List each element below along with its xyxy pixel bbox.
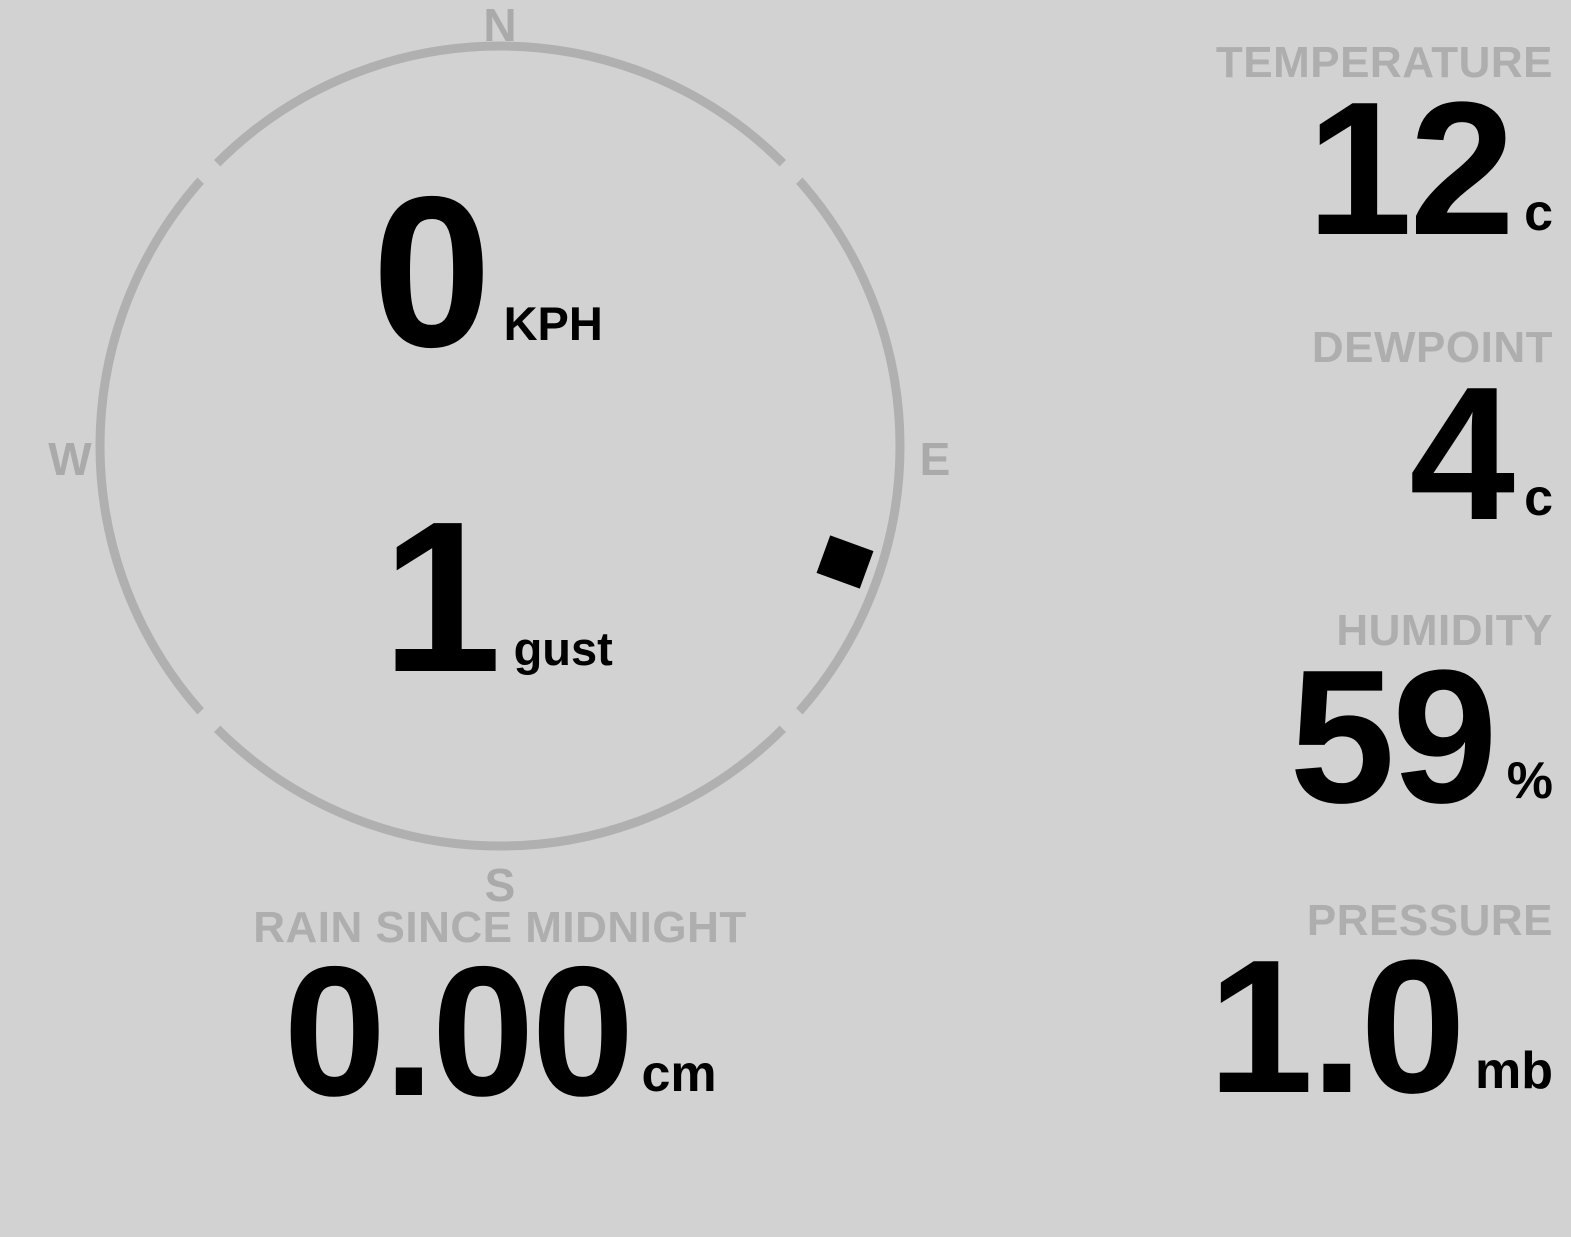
- rain-label: RAIN SINCE MIDNIGHT: [253, 903, 747, 952]
- wind-gust-readout: 1 gust: [382, 476, 613, 717]
- wind-speed-unit: KPH: [503, 297, 603, 350]
- rain-value-row: 0.00 cm: [120, 929, 880, 1136]
- wind-direction-marker: [816, 535, 874, 589]
- compass-dial: [95, 41, 905, 851]
- temperature-value-row: 12 c: [1216, 63, 1553, 276]
- dewpoint-label: DEWPOINT: [1311, 323, 1553, 372]
- compass-label-east: E: [919, 433, 951, 485]
- stat-block-dewpoint: DEWPOINT 4 c: [1311, 323, 1553, 561]
- compass-tick-sw: [196, 708, 221, 733]
- wind-speed-readout: 0 KPH: [372, 151, 603, 392]
- dewpoint-value: 4: [1409, 348, 1515, 561]
- stat-block-temperature: TEMPERATURE 12 c: [1215, 38, 1553, 276]
- wind-gust-value: 1: [382, 476, 502, 717]
- compass-label-west: W: [48, 433, 92, 485]
- pressure-value-row: 1.0 mb: [1207, 921, 1553, 1134]
- temperature-unit: c: [1524, 184, 1553, 243]
- stat-block-humidity: HUMIDITY 59 %: [1289, 606, 1553, 844]
- temperature-label: TEMPERATURE: [1215, 38, 1553, 87]
- compass-tick-marks: [196, 159, 804, 733]
- pressure-unit: mb: [1475, 1042, 1553, 1101]
- compass-tick-nw: [196, 159, 221, 184]
- compass-label-north: N: [483, 0, 517, 51]
- compass-ring: [95, 41, 905, 851]
- wind-gust-unit: gust: [513, 622, 613, 675]
- wind-compass-panel: N E S W 0 KPH 1 gust: [0, 0, 980, 910]
- compass-tick-ne: [779, 159, 804, 184]
- humidity-value-row: 59 %: [1289, 631, 1553, 844]
- rain-since-midnight-panel: RAIN SINCE MIDNIGHT 0.00 cm: [120, 903, 880, 1136]
- dewpoint-unit: c: [1524, 469, 1553, 528]
- humidity-unit: %: [1506, 752, 1553, 811]
- dewpoint-value-row: 4 c: [1312, 348, 1553, 561]
- compass-label-south: S: [484, 859, 516, 911]
- humidity-value: 59: [1289, 631, 1497, 844]
- rain-unit: cm: [641, 1045, 717, 1104]
- rain-value: 0.00: [283, 929, 634, 1136]
- humidity-label: HUMIDITY: [1336, 606, 1553, 655]
- pressure-value: 1.0: [1207, 921, 1466, 1134]
- pressure-label: PRESSURE: [1306, 896, 1553, 945]
- wind-speed-value: 0: [372, 151, 492, 392]
- stat-block-pressure: PRESSURE 1.0 mb: [1207, 896, 1553, 1134]
- compass-tick-se: [779, 708, 804, 733]
- temperature-value: 12: [1306, 63, 1515, 276]
